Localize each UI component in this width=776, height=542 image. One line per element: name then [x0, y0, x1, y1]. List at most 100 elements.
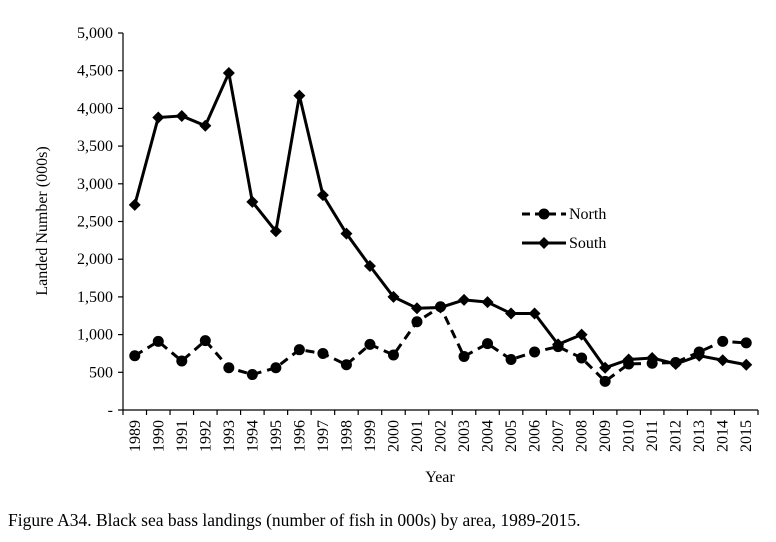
series-north	[129, 301, 752, 387]
x-tick-label: 1989	[127, 420, 144, 452]
series-north-point	[176, 355, 188, 367]
series-north-point	[387, 349, 399, 361]
series-north-point	[340, 359, 352, 371]
series-south-point	[716, 354, 729, 367]
series-south-point	[340, 227, 353, 240]
x-tick-label: 1999	[362, 420, 379, 452]
y-ticks: - 500 1,000 1,500 2,000 2,500 3,000 3,500 4,000 4…	[77, 25, 123, 419]
series-south-point	[316, 189, 329, 202]
series-north-point	[317, 347, 329, 359]
x-tick-label: 2013	[691, 420, 708, 452]
x-tick-label: 2006	[527, 420, 544, 452]
y-tick-label: -	[108, 402, 113, 419]
y-tick-label: 3,000	[77, 176, 113, 193]
x-tick-label: 2014	[715, 420, 732, 452]
x-tick-label: 2008	[574, 420, 591, 452]
series-north-point	[246, 369, 258, 381]
legend-marker-south	[538, 237, 550, 249]
series-north-point	[411, 316, 423, 328]
y-tick-label: 1,500	[77, 289, 113, 306]
series-north-point	[364, 338, 376, 350]
y-tick-label: 2,000	[77, 251, 113, 268]
series-south-point	[246, 195, 259, 208]
x-tick-label: 2001	[409, 420, 426, 452]
x-tick-label: 1994	[244, 420, 261, 452]
y-tick-label: 5,000	[77, 25, 113, 42]
series-south-point	[222, 66, 235, 79]
series-south-point	[646, 351, 659, 364]
series-south-point	[387, 290, 400, 303]
series-north-point	[129, 350, 141, 362]
series-south-point	[458, 293, 471, 306]
chart: - 500 1,000 1,500 2,000 2,500 3,000 3,500 4,000 4…	[34, 25, 759, 486]
x-tick-label: 2015	[738, 420, 755, 452]
series-south-point	[481, 296, 494, 309]
series-north-point	[199, 335, 211, 347]
series-south	[128, 66, 753, 374]
series-south-point	[528, 307, 541, 320]
series-north-point	[717, 335, 729, 347]
x-tick-label: 2003	[456, 420, 473, 452]
series-north-point	[505, 353, 517, 365]
series-north-point	[270, 362, 282, 374]
series-south-point	[293, 89, 306, 102]
x-tick-label: 2011	[644, 420, 661, 451]
x-tick-label: 1997	[315, 420, 332, 452]
series-south-point	[152, 111, 165, 124]
series-south-point	[505, 307, 518, 320]
y-tick-label: 4,500	[77, 63, 113, 80]
series-south-point	[199, 119, 212, 132]
series-south-point	[363, 259, 376, 272]
legend-label-south: South	[569, 235, 606, 252]
x-tick-label: 1992	[197, 420, 214, 452]
series-south-point	[693, 349, 706, 362]
series-south-point	[175, 109, 188, 122]
series-south-point	[410, 302, 423, 315]
series-south-point	[740, 358, 753, 371]
series-south-point	[269, 225, 282, 238]
series-north-point	[576, 352, 588, 364]
y-axis-label: Landed Number (000s)	[34, 146, 51, 295]
x-tick-label: 2002	[433, 420, 450, 452]
legend-marker-north	[538, 208, 550, 220]
series-north-point	[599, 375, 611, 387]
x-tick-label: 2005	[503, 420, 520, 452]
series-north-point	[458, 350, 470, 362]
x-tick-label: 2000	[385, 420, 402, 452]
x-tick-label: 2007	[550, 420, 567, 452]
figure-caption: Figure A34. Black sea bass landings (num…	[8, 510, 581, 530]
y-tick-label: 2,500	[77, 214, 113, 231]
series-south-point	[622, 353, 635, 366]
y-tick-label: 1,000	[77, 327, 113, 344]
series-north-point	[223, 362, 235, 374]
series-south-point	[669, 358, 682, 371]
y-tick-label: 3,500	[77, 138, 113, 155]
series-north-point	[529, 346, 541, 358]
series-south-point	[552, 338, 565, 351]
y-tick-label: 4,000	[77, 100, 113, 117]
series-south-line	[133, 71, 747, 370]
series-south-point	[599, 361, 612, 374]
x-tick-label: 1995	[268, 420, 285, 452]
x-tick-label: 1998	[338, 420, 355, 452]
x-tick-label: 2012	[668, 420, 685, 452]
series-north-point	[152, 335, 164, 347]
series-north-point	[740, 337, 752, 349]
x-axis-label: Year	[425, 469, 455, 486]
x-tick-label: 2004	[480, 420, 497, 452]
y-tick-label: 500	[89, 364, 113, 381]
legend: North South	[522, 206, 606, 252]
x-tick-label: 2010	[621, 420, 638, 452]
series-north-point	[293, 344, 305, 356]
x-tick-label: 1993	[221, 420, 238, 452]
series-south-point	[128, 198, 141, 211]
x-tick-label: 1991	[174, 420, 191, 452]
series-layer	[128, 66, 753, 387]
legend-label-north: North	[569, 206, 606, 223]
x-tick-label: 2009	[597, 420, 614, 452]
series-south-point	[434, 301, 447, 314]
x-tick-label: 1990	[150, 420, 167, 452]
series-north-point	[482, 338, 494, 350]
x-ticks: 1989 1990 1991 1992 1993 1994 1995 1996 1997 1998…	[122, 410, 759, 452]
series-south-point	[575, 328, 588, 341]
